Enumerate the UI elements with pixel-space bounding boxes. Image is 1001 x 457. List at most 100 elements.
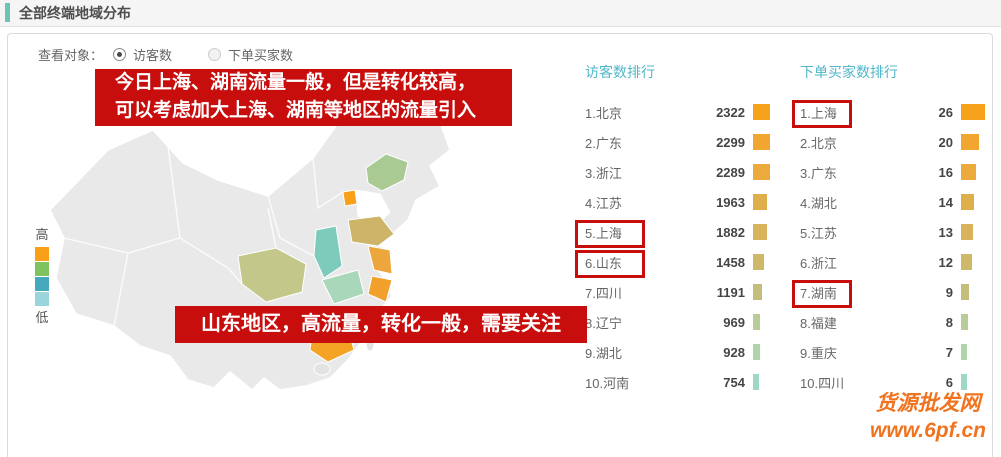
rank-bar [753, 374, 759, 390]
rank-label: 5.江苏 [800, 225, 837, 241]
rank-value: 16 [938, 164, 953, 180]
rank-value: 6 [945, 374, 953, 390]
annotation-shanghai-hunan: 今日上海、湖南流量一般，但是转化较高， 可以考虑加大上海、湖南等地区的流量引入 [95, 69, 512, 126]
rank-row: 1.北京 2322 [585, 97, 770, 127]
view-object-filter: 查看对象： 访客数 下单买家数 [38, 44, 329, 64]
radio-circle[interactable] [113, 47, 127, 61]
rank-label: 9.湖北 [585, 345, 622, 361]
rank-bar [753, 254, 764, 270]
legend-low-label: 低 [35, 310, 49, 325]
province-henan [321, 269, 365, 305]
rank-bar [961, 194, 974, 210]
rank-label: 2.北京 [800, 135, 837, 151]
province-beijing [342, 189, 358, 207]
legend-color-swatch [35, 292, 49, 306]
rank-bar [961, 344, 967, 360]
rank-row: 5.上海 1882 [575, 217, 767, 248]
rank-bar [753, 344, 760, 360]
highlight-box [575, 250, 645, 278]
radio-label: 下单买家数 [228, 47, 294, 63]
rank-label: 8.福建 [800, 315, 837, 331]
rank-label: 1.上海 [800, 105, 837, 121]
province-zhejiang [367, 275, 393, 303]
rank-bar [961, 134, 979, 150]
watermark-line: 货源批发网 [875, 392, 981, 415]
watermark-line: www.6pf.cn [870, 419, 986, 442]
rank-value: 7 [945, 344, 953, 360]
rank-value: 20 [938, 134, 953, 150]
rank-row: 3.广东 16 [800, 157, 976, 187]
rank-value: 2299 [716, 134, 745, 150]
rank-bar [961, 284, 969, 300]
rank-label: 3.广东 [800, 165, 837, 181]
rank-value: 969 [723, 314, 745, 330]
radio-label: 访客数 [133, 47, 173, 63]
rank-row: 9.湖北 928 [585, 337, 760, 367]
province-shandong [347, 215, 395, 247]
rank-row: 3.浙江 2289 [585, 157, 770, 187]
rank-value: 26 [938, 104, 953, 120]
rank-value: 1963 [716, 194, 745, 210]
rank-row: 6.浙江 12 [800, 247, 972, 277]
province-shaanxi [313, 225, 343, 279]
rank-value: 928 [723, 344, 745, 360]
rank-row: 10.河南 754 [585, 367, 759, 397]
rank-bar [961, 104, 985, 120]
rank-row: 7.湖南 9 [792, 277, 969, 308]
rank-label: 10.河南 [585, 375, 630, 391]
rank-label: 9.重庆 [800, 345, 837, 361]
rank-bar [753, 164, 770, 180]
section-header: 全部终端地域分布 [0, 0, 1001, 27]
rank-label: 7.四川 [585, 285, 622, 301]
rank-label: 2.广东 [585, 135, 622, 151]
rank-bar [753, 134, 770, 150]
rank-row: 4.江苏 1963 [585, 187, 767, 217]
filter-label: 查看对象： [38, 47, 104, 63]
annotation-line: 今日上海、湖南流量一般，但是转化较高， [115, 72, 477, 93]
radio-option-buyers[interactable]: 下单买家数 [208, 45, 293, 64]
highlight-box [792, 100, 852, 128]
province-jilin [365, 153, 409, 192]
rank-label: 5.上海 [585, 225, 622, 241]
map-legend: 高 低 [32, 224, 52, 329]
rank-row: 7.四川 1191 [585, 277, 762, 307]
rank-row: 6.山东 1458 [575, 247, 764, 278]
rank-bar [753, 224, 767, 240]
rank-value: 1458 [716, 254, 745, 270]
rank-bar [753, 314, 760, 330]
province-jiangsu [367, 245, 393, 275]
rank-value: 2322 [716, 104, 745, 120]
legend-color-swatch [35, 262, 49, 276]
province-sichuan [237, 247, 307, 303]
rank-label: 3.浙江 [585, 165, 622, 181]
buyer-ranking-title: 下单买家数排行 [800, 64, 898, 80]
rank-row: 8.福建 8 [800, 307, 968, 337]
rank-label: 4.湖北 [800, 195, 837, 211]
rank-row: 5.江苏 13 [800, 217, 973, 247]
rank-bar [961, 164, 976, 180]
buyer-ranking-list: 下单买家数排行 1.上海 26 2.北京 20 3.广东 16 4.湖北 14 5.江苏 13 6.… [792, 62, 1001, 391]
annotation-line: 可以考虑加大上海、湖南等地区的流量引入 [115, 100, 477, 121]
rank-label: 6.山东 [585, 255, 622, 271]
visitor-ranking-list: 访客数排行 1.北京 2322 2.广东 2299 3.浙江 2289 4.江苏 1963 5.… [575, 62, 795, 391]
rank-row: 2.广东 2299 [585, 127, 770, 157]
legend-color-swatch [35, 247, 49, 261]
rank-row: 8.辽宁 969 [585, 307, 760, 337]
rank-value: 9 [945, 284, 953, 300]
rank-row: 9.重庆 7 [800, 337, 967, 367]
rank-value: 754 [723, 374, 745, 390]
rank-value: 14 [938, 194, 953, 210]
rank-label: 7.湖南 [800, 285, 837, 301]
rank-row: 1.上海 26 [792, 97, 985, 128]
annotation-shandong: 山东地区，高流量，转化一般，需要关注 [175, 306, 587, 343]
rank-label: 1.北京 [585, 105, 622, 121]
radio-option-visitors[interactable]: 访客数 [113, 45, 172, 64]
watermark: 货源批发网 www.6pf.cn [858, 390, 998, 444]
visitor-ranking-title: 访客数排行 [585, 64, 655, 80]
rank-bar [961, 374, 967, 390]
rank-bar [961, 254, 972, 270]
rank-row: 4.湖北 14 [800, 187, 974, 217]
radio-circle[interactable] [208, 47, 222, 61]
rank-bar [961, 314, 968, 330]
